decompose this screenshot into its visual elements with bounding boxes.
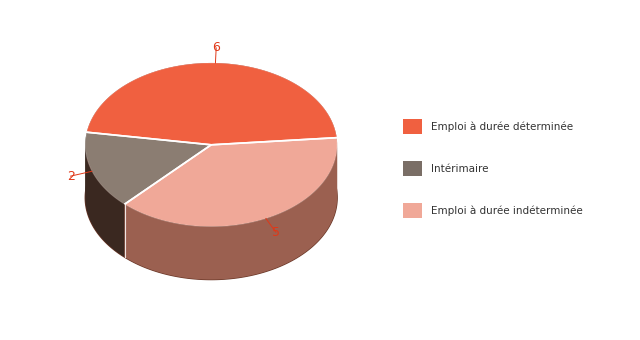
- Text: Intérimaire: Intérimaire: [431, 164, 488, 173]
- Polygon shape: [125, 144, 337, 279]
- Text: Emploi à durée indéterminée: Emploi à durée indéterminée: [431, 205, 582, 216]
- Polygon shape: [87, 63, 337, 145]
- Polygon shape: [85, 132, 211, 204]
- Polygon shape: [85, 132, 87, 198]
- FancyBboxPatch shape: [403, 203, 422, 218]
- Polygon shape: [85, 116, 337, 279]
- Text: Emploi à durée déterminée: Emploi à durée déterminée: [431, 121, 573, 132]
- Text: 2: 2: [67, 170, 74, 183]
- Polygon shape: [125, 138, 337, 227]
- FancyBboxPatch shape: [403, 119, 422, 134]
- Polygon shape: [85, 144, 125, 257]
- Text: 5: 5: [272, 226, 280, 239]
- Text: 6: 6: [212, 41, 220, 54]
- FancyBboxPatch shape: [403, 161, 422, 176]
- Polygon shape: [87, 63, 337, 190]
